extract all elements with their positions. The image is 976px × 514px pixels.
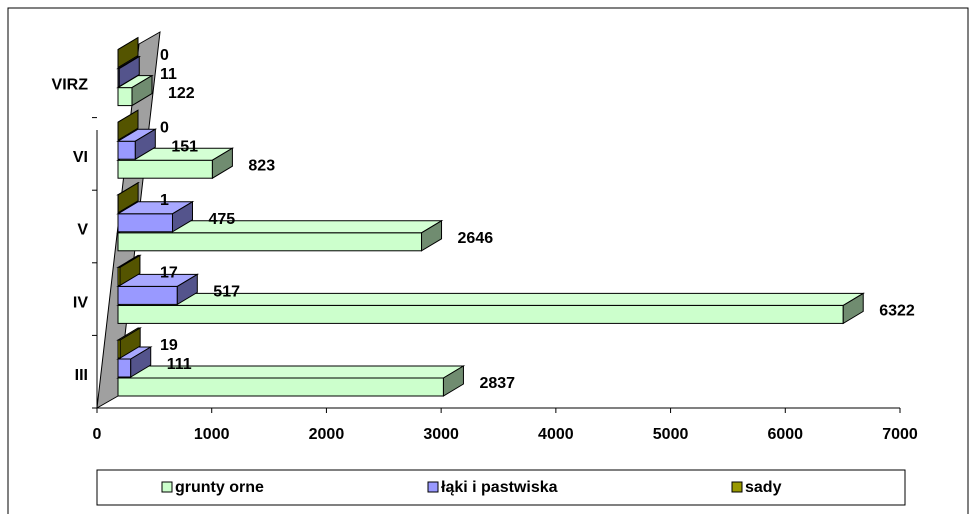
bar-side — [119, 327, 141, 359]
legend-label: łąki i pastwiska — [441, 479, 558, 496]
value-label: 0 — [160, 47, 169, 64]
value-label: 6322 — [879, 303, 915, 320]
y-tick-label: V — [77, 222, 88, 239]
bar-side — [176, 273, 198, 306]
bar-side — [442, 365, 464, 397]
bar-side — [842, 292, 864, 325]
bar-front — [117, 358, 132, 378]
legend-swatch — [427, 481, 439, 493]
value-label: 11 — [160, 66, 177, 83]
x-tick-label: 1000 — [194, 426, 230, 443]
bar-side — [119, 254, 141, 287]
bar-side — [171, 200, 193, 233]
value-label: 2837 — [479, 375, 515, 392]
x-tick-label: 4000 — [538, 426, 574, 443]
bar-front — [117, 304, 844, 324]
bar-front — [117, 87, 133, 107]
bar-front — [117, 285, 178, 305]
value-label: 111 — [167, 356, 192, 373]
y-tick-label: IV — [73, 294, 88, 311]
bar-side — [117, 109, 139, 142]
value-label: 1 — [160, 192, 169, 209]
value-label: 2646 — [458, 230, 494, 247]
bar-side — [117, 181, 139, 214]
bar-side — [131, 74, 153, 107]
legend-label: grunty orne — [175, 479, 264, 496]
bar-front — [117, 159, 213, 179]
y-tick-label: III — [75, 367, 88, 384]
legend-box — [96, 469, 906, 506]
value-label: 475 — [208, 211, 235, 228]
y-tick-label: VI — [73, 149, 88, 166]
value-label: 0 — [160, 119, 169, 136]
x-tick-label: 7000 — [882, 426, 918, 443]
bar-front — [117, 213, 173, 233]
value-label: 517 — [213, 284, 240, 301]
legend-swatch — [731, 481, 743, 493]
legend-label: sady — [745, 479, 782, 496]
value-label: 151 — [171, 138, 198, 155]
bar-side — [130, 346, 152, 378]
chart-frame — [7, 7, 969, 514]
value-label: 17 — [160, 265, 178, 282]
bar-side — [134, 128, 156, 161]
bar-side — [117, 36, 139, 69]
y-tick-label: VIRZ — [52, 77, 89, 94]
bar-side — [421, 219, 443, 252]
x-tick-label: 3000 — [423, 426, 459, 443]
value-label: 823 — [248, 157, 275, 174]
bar-side — [211, 147, 233, 180]
x-tick-label: 5000 — [653, 426, 689, 443]
x-tick-label: 0 — [93, 426, 102, 443]
bar-front — [117, 232, 423, 252]
x-tick-label: 6000 — [767, 426, 803, 443]
legend-swatch — [161, 481, 173, 493]
value-label: 19 — [160, 337, 178, 354]
bar-front — [117, 377, 444, 397]
bar-side — [118, 55, 140, 88]
bar-front — [117, 140, 136, 160]
x-tick-label: 2000 — [309, 426, 345, 443]
value-label: 122 — [168, 85, 195, 102]
